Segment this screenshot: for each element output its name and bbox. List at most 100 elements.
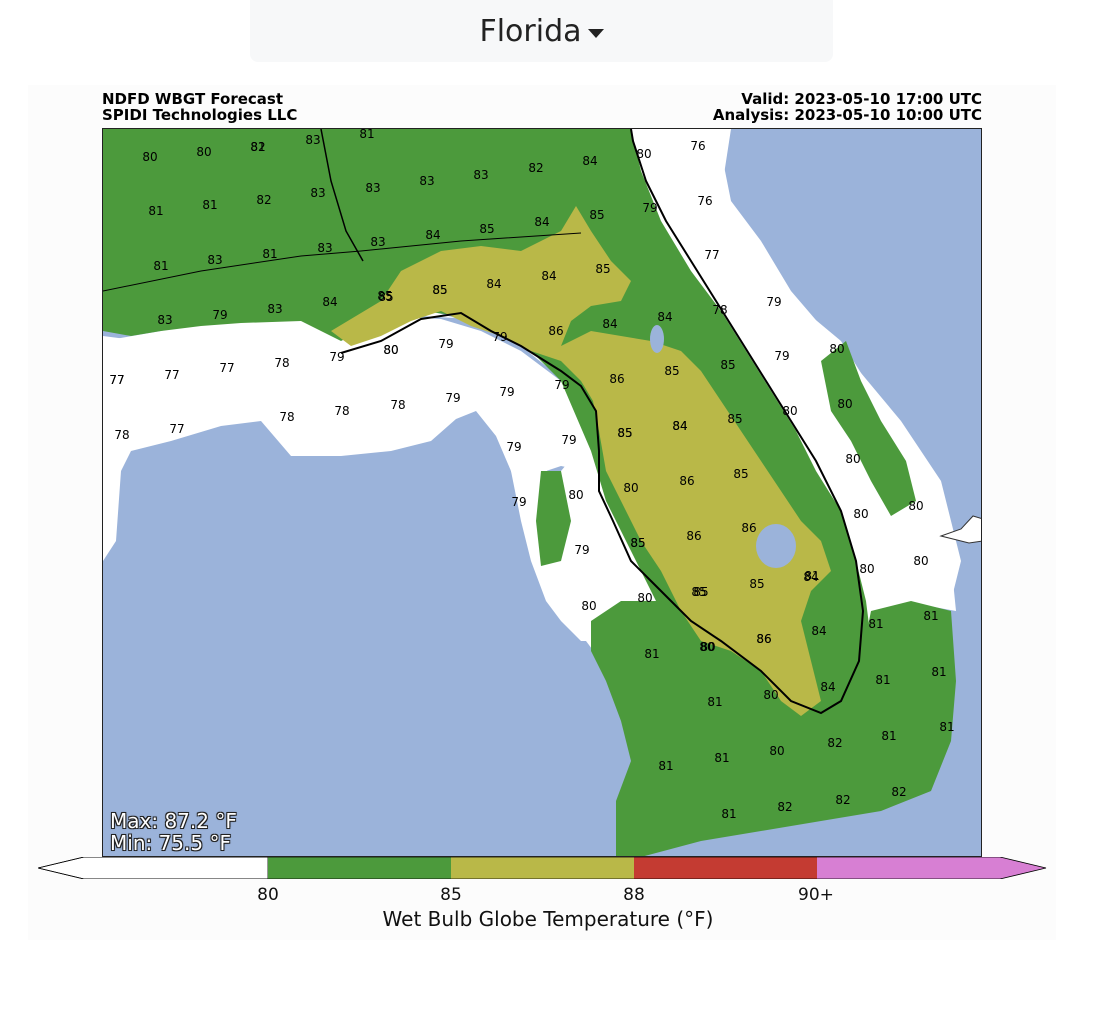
map-value-label: 81 <box>359 129 374 141</box>
map-value-label: 81 <box>804 569 819 583</box>
map-value-label: 82 <box>256 193 271 207</box>
map-value-label: 81 <box>262 247 277 261</box>
map-value-label: 81 <box>153 259 168 273</box>
map-value-label: 77 <box>164 368 179 382</box>
map-value-label: 78 <box>114 428 129 442</box>
map-value-label: 85 <box>693 585 708 599</box>
map-value-label: 85 <box>630 536 645 550</box>
wbgt-map: 80 80 81 83 81 82 80 76 83 83 83 82 84 79 76 81 81 82 83 83… <box>102 128 982 857</box>
map-value-label: 84 <box>602 317 617 331</box>
map-value-label: 83 <box>267 302 282 316</box>
map-value-label: 81 <box>707 695 722 709</box>
map-value-label: 86 <box>741 521 756 535</box>
map-value-label: 77 <box>704 248 719 262</box>
colorbar-tick-88: 88 <box>623 885 645 905</box>
map-value-label: 79 <box>212 308 227 322</box>
map-value-label: 85 <box>378 290 393 304</box>
map-value-label: 79 <box>499 385 514 399</box>
map-value-label: 84 <box>672 419 687 433</box>
map-value-label: 85 <box>630 536 645 550</box>
map-value-label: 81 <box>875 673 890 687</box>
colorbar-tick-80: 80 <box>257 885 279 905</box>
map-value-label: 81 <box>868 617 883 631</box>
figure-title: NDFD WBGT Forecast SPIDI Technologies LL… <box>102 91 297 123</box>
map-value-label: 81 <box>644 647 659 661</box>
map-value-label: 77 <box>219 361 234 375</box>
map-value-label: 85 <box>691 585 706 599</box>
map-value-label: 79 <box>445 391 460 405</box>
map-value-label: 83 <box>305 133 320 147</box>
map-value-label: 81 <box>202 198 217 212</box>
map-value-label: 76 <box>697 194 712 208</box>
map-state-border <box>103 232 582 292</box>
map-value-label: 81 <box>721 807 736 821</box>
map-value-label: 77 <box>169 422 184 436</box>
map-value-label: 80 <box>699 640 714 654</box>
map-value-label: 80 <box>908 499 923 513</box>
colorbar-80-85 <box>268 857 451 879</box>
map-value-label: 84 <box>803 570 818 584</box>
map-atlantic-buffer <box>626 129 956 611</box>
map-value-label: 83 <box>419 174 434 188</box>
valid-time: Valid: 2023-05-10 17:00 UTC <box>741 90 982 108</box>
map-value-label: 77 <box>109 373 124 387</box>
map-value-label: 80 <box>829 342 844 356</box>
map-value-label: 79 <box>329 350 344 364</box>
map-value-label: 86 <box>548 324 563 338</box>
map-value-label: 82 <box>827 736 842 750</box>
region-dropdown[interactable]: Florida <box>250 0 833 62</box>
map-value-label: 77 <box>109 373 124 387</box>
map-value-label: 78 <box>712 303 727 317</box>
map-bahamas-island <box>939 515 981 544</box>
map-value-label: 83 <box>317 241 332 255</box>
colorbar-tick-90-plus: 90+ <box>798 885 834 905</box>
figure-title-line2: SPIDI Technologies LLC <box>102 106 298 124</box>
value-stats: Max: 87.2 °F Min: 75.5 °F <box>110 810 237 854</box>
map-value-label: 79 <box>766 295 781 309</box>
map-value-label: 85 <box>617 426 632 440</box>
colorbar-85-88 <box>451 857 634 879</box>
map-value-label: 86 <box>686 529 701 543</box>
map-value-label: 80 <box>623 481 638 495</box>
map-value-label: 79 <box>561 433 576 447</box>
map-lake-george <box>650 325 664 353</box>
map-value-label: 81 <box>714 751 729 765</box>
map-value-label: 85 <box>617 426 632 440</box>
map-value-label: 81 <box>923 609 938 623</box>
map-value-label: 80 <box>196 145 211 159</box>
map-value-label: 81 <box>931 665 946 679</box>
map-value-label: 81 <box>939 720 954 734</box>
colorbar-90-plus <box>817 857 1046 879</box>
map-value-label: 80 <box>637 591 652 605</box>
map-value-label: 86 <box>679 474 694 488</box>
map-value-label: 78 <box>334 404 349 418</box>
map-state-border-al-ga <box>320 129 364 262</box>
map-value-label: 80 <box>700 640 715 654</box>
map-value-label: 78 <box>274 356 289 370</box>
map-value-label: 80 <box>913 554 928 568</box>
map-coastline <box>340 129 865 715</box>
colorbar-tick-85: 85 <box>440 885 462 905</box>
map-value-label: 85 <box>664 364 679 378</box>
map-value-label: 80 <box>837 397 852 411</box>
map-value-label: 84 <box>811 624 826 638</box>
map-value-label: 78 <box>279 410 294 424</box>
map-value-label: 80 <box>142 150 157 164</box>
map-value-label: 84 <box>534 215 549 229</box>
map-value-label: 83 <box>207 253 222 267</box>
map-value-label: 80 <box>581 599 596 613</box>
map-value-label: 85 <box>479 222 494 236</box>
colorbar-below-80 <box>38 857 269 879</box>
map-value-label: 80 <box>763 688 778 702</box>
map-value-label: 85 <box>720 358 735 372</box>
map-value-label: 76 <box>690 139 705 153</box>
map-value-label: 79 <box>511 495 526 509</box>
colorbar-label: Wet Bulb Globe Temperature (°F) <box>382 907 714 931</box>
region-dropdown-label: Florida <box>479 13 582 49</box>
map-value-label: 84 <box>322 295 337 309</box>
map-value-label: 81 <box>250 140 265 154</box>
map-value-label: 82 <box>891 785 906 799</box>
map-value-label: 79 <box>492 330 507 344</box>
map-gulf-coast-white <box>103 311 641 661</box>
map-value-label: 79 <box>554 378 569 392</box>
